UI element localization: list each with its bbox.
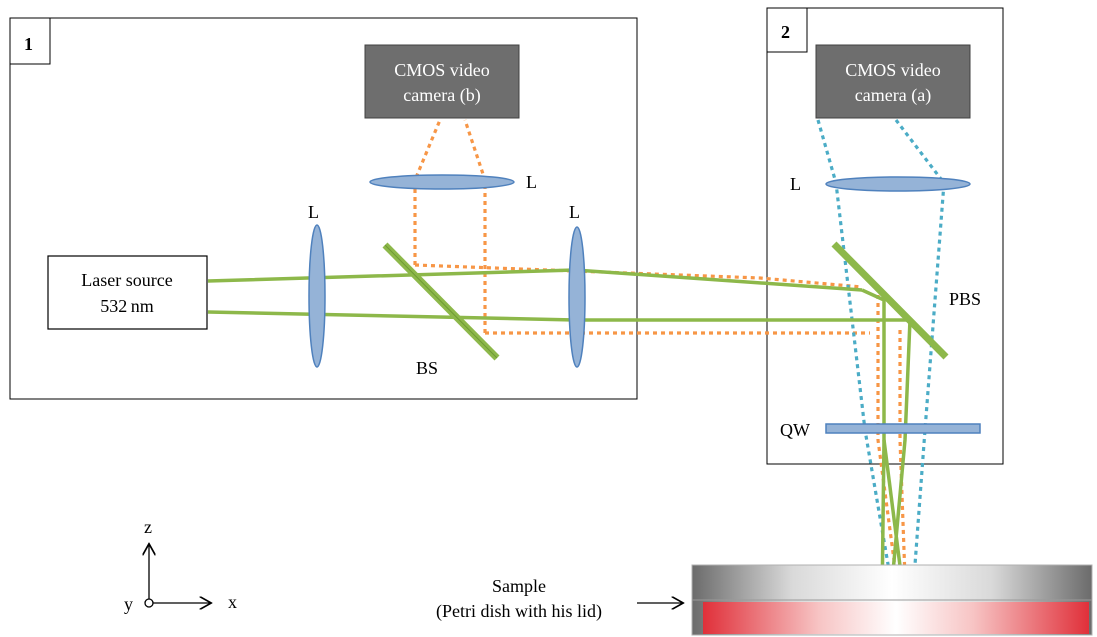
lens-left bbox=[308, 224, 326, 368]
blue-beam-paths bbox=[816, 119, 946, 606]
beam-splitter-bs-edge bbox=[384, 244, 498, 359]
lens-camera-b-label: L bbox=[526, 172, 537, 192]
lens-camera-b bbox=[369, 174, 515, 190]
quarter-wave-plate bbox=[825, 423, 981, 434]
laser-label-line1: Laser source bbox=[81, 270, 172, 290]
panel-1-frame bbox=[9, 17, 638, 400]
axis-z-label: z bbox=[144, 517, 152, 537]
sample-label-line1: Sample bbox=[492, 576, 546, 596]
camera-a-label-line1: CMOS video bbox=[845, 60, 941, 80]
lens-camera-a bbox=[825, 176, 971, 192]
panel-2-number: 2 bbox=[781, 22, 790, 42]
camera-b-label-line2: camera (b) bbox=[403, 85, 480, 106]
lens-camera-a-label: L bbox=[790, 174, 801, 194]
axis-x-label: x bbox=[228, 592, 237, 612]
panel-2-number-box bbox=[766, 7, 808, 53]
laser-label-line2: 532 nm bbox=[100, 296, 154, 316]
lens-right-label: L bbox=[569, 202, 580, 222]
lens-right bbox=[568, 226, 586, 368]
pbs-label: PBS bbox=[949, 289, 981, 309]
lens-left-label: L bbox=[308, 202, 319, 222]
axis-y-label: y bbox=[124, 594, 133, 614]
panel-1-number: 1 bbox=[24, 34, 33, 54]
bs-label: BS bbox=[416, 358, 438, 378]
laser-source-box bbox=[47, 255, 208, 330]
sample-label-line2: (Petri dish with his lid) bbox=[436, 601, 602, 622]
qw-label: QW bbox=[780, 420, 810, 440]
cmos-camera-b bbox=[364, 44, 520, 119]
camera-a-label-line2: camera (a) bbox=[855, 85, 931, 106]
cmos-camera-a bbox=[815, 44, 971, 119]
polarizing-beam-splitter bbox=[831, 241, 949, 360]
coordinate-axes bbox=[145, 545, 210, 607]
panel-1-number-box bbox=[9, 17, 51, 65]
orange-beam-paths bbox=[413, 119, 908, 606]
petri-dish bbox=[691, 564, 1093, 636]
camera-b-label-line1: CMOS video bbox=[394, 60, 490, 80]
